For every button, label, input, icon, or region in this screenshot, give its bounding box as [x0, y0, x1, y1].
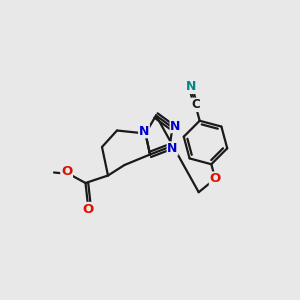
Text: N: N: [186, 80, 197, 93]
Text: C: C: [191, 98, 200, 111]
Text: O: O: [210, 172, 221, 185]
Text: O: O: [61, 165, 72, 178]
Text: N: N: [170, 119, 181, 133]
Text: N: N: [167, 142, 178, 155]
Text: N: N: [139, 124, 149, 138]
Text: O: O: [82, 202, 94, 216]
